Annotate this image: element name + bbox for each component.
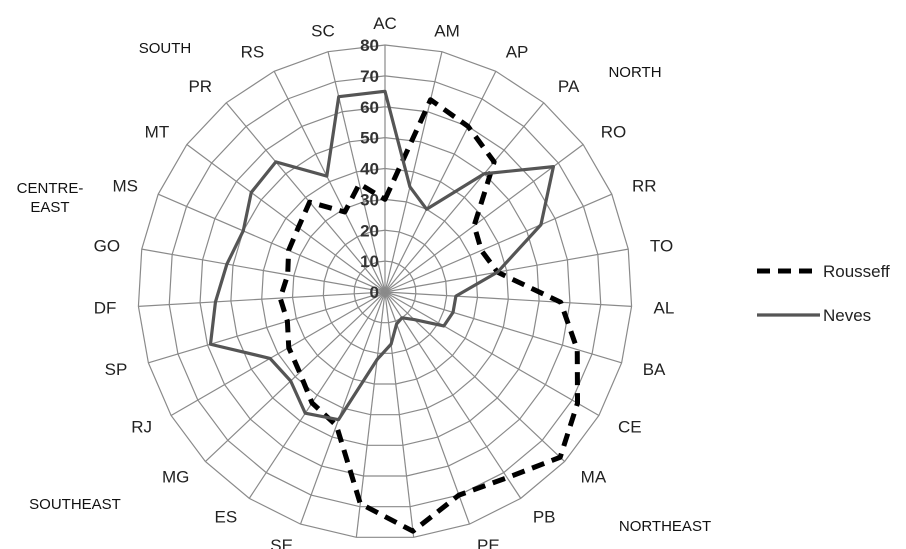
tick-label: 50: [360, 129, 379, 148]
category-label: SE: [270, 536, 293, 549]
category-label: PR: [188, 77, 212, 96]
grid-spoke: [138, 291, 386, 307]
category-label: PE: [477, 536, 500, 549]
legend-label: Neves: [823, 306, 871, 325]
tick-label: 60: [360, 98, 379, 117]
category-label: RS: [241, 43, 265, 62]
grid-spoke: [384, 291, 471, 525]
legend: Rousseff Neves: [757, 262, 890, 325]
grid-spoke: [273, 71, 386, 293]
grid-spoke: [384, 291, 415, 538]
tick-label: 40: [360, 160, 379, 179]
grid-spoke: [148, 291, 386, 364]
category-labels: ACAMAPPARORRTOALBACEMAPBPEPIRNSEESMGRJSP…: [94, 14, 675, 549]
region-label: SOUTHEAST: [29, 496, 121, 513]
grid-ring: [261, 167, 509, 416]
grid-spoke: [384, 248, 629, 293]
grid-spoke: [384, 291, 600, 417]
category-label: SC: [311, 21, 335, 40]
grid-ring: [353, 260, 417, 324]
grid-spoke: [157, 193, 386, 293]
grid-spoke: [248, 291, 386, 499]
tick-label: 0: [370, 283, 379, 302]
category-label: PB: [533, 508, 556, 527]
series-line-neves: [208, 89, 556, 422]
category-label: BA: [643, 360, 666, 379]
radar-grid: [137, 44, 633, 538]
category-label: AM: [434, 21, 460, 40]
grid-spoke: [384, 193, 613, 293]
category-label: PA: [558, 77, 580, 96]
category-label: DF: [94, 299, 117, 318]
grid-spoke: [186, 144, 386, 293]
grid-spoke: [384, 291, 632, 307]
region-label: NORTH: [608, 64, 661, 81]
category-label: RJ: [131, 418, 152, 437]
category-label: ES: [214, 508, 237, 527]
category-label: AC: [373, 14, 397, 33]
tick-label: 10: [360, 252, 379, 271]
tick-label: 70: [360, 67, 379, 86]
category-label: MG: [162, 468, 189, 487]
legend-label: Rousseff: [823, 262, 890, 281]
category-label: MS: [112, 176, 138, 195]
category-label: GO: [94, 236, 120, 255]
series-group: [208, 89, 581, 534]
grid-spoke: [141, 248, 386, 293]
grid-spoke: [384, 291, 622, 364]
grid-spoke: [327, 51, 386, 293]
grid-ring: [230, 137, 540, 446]
category-label: SP: [105, 360, 128, 379]
grid-ring: [291, 198, 479, 385]
series-line-rousseff: [277, 97, 581, 534]
category-label: RR: [632, 176, 657, 195]
tick-label: 80: [360, 36, 379, 55]
grid-spoke: [384, 291, 522, 499]
category-label: TO: [650, 236, 673, 255]
grid-ring: [199, 106, 571, 477]
category-label: AL: [654, 299, 675, 318]
tick-label: 30: [360, 190, 379, 209]
category-label: AP: [506, 43, 529, 62]
tick-labels: 0 10 20 30 40 50 60 70 80: [360, 36, 379, 302]
region-label: CENTRE-EAST: [17, 180, 84, 216]
grid-ring: [137, 44, 633, 538]
grid-spoke: [355, 291, 386, 538]
category-label: RO: [601, 122, 627, 141]
grid-spoke: [384, 71, 497, 293]
grid-spoke: [384, 51, 443, 293]
grid-spoke: [384, 291, 566, 462]
category-label: MT: [145, 122, 170, 141]
tick-label: 20: [360, 221, 379, 240]
category-label: CE: [618, 418, 642, 437]
region-labels: SOUTH NORTH CENTRE-EAST SOUTHEAST NORTHEAST: [17, 40, 711, 535]
grid-spoke: [204, 291, 386, 462]
category-label: MA: [581, 468, 607, 487]
grid-spoke: [170, 291, 386, 417]
region-label: NORTHEAST: [619, 518, 711, 535]
region-label: SOUTH: [139, 40, 192, 57]
grid-spoke: [384, 102, 545, 293]
grid-spoke: [384, 144, 584, 293]
grid-spoke: [299, 291, 386, 525]
grid-spoke: [225, 102, 386, 293]
grid-ring: [322, 229, 448, 354]
grid-ring: [168, 75, 602, 508]
